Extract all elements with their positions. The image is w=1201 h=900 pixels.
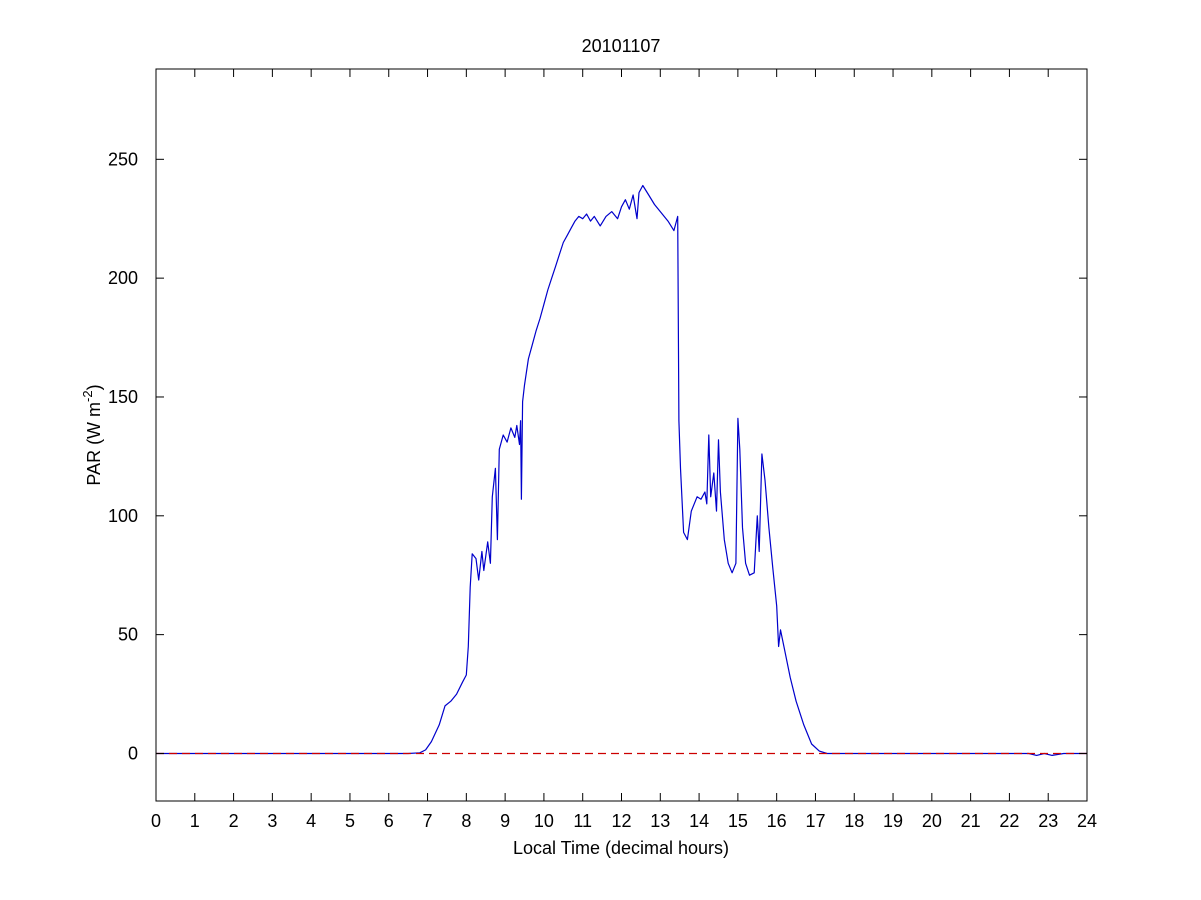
x-tick-label: 14 (689, 811, 709, 831)
ticks-layer: 0 1 2 3 4 5 6 7 8 9 10 11 12 13 14 15 16 17 18 19 20 21 22 23 24… (108, 69, 1097, 831)
x-tick-label: 2 (229, 811, 239, 831)
x-tick-label: 21 (961, 811, 981, 831)
x-tick-label: 17 (805, 811, 825, 831)
x-tick-label: 12 (611, 811, 631, 831)
x-tick-label: 9 (500, 811, 510, 831)
y-tick-label: 100 (108, 506, 138, 526)
y-axis-title-text: PAR (W m-2) (80, 384, 104, 485)
y-axis-title-close: ) (84, 384, 104, 390)
x-tick-label: 4 (306, 811, 316, 831)
x-tick-label: 19 (883, 811, 903, 831)
x-axis-title: Local Time (decimal hours) (513, 838, 729, 858)
x-tick-label: 16 (767, 811, 787, 831)
x-tick-label: 8 (461, 811, 471, 831)
x-tick-label: 23 (1038, 811, 1058, 831)
chart-title: 20101107 (582, 36, 661, 56)
x-tick-label: 20 (922, 811, 942, 831)
x-tick-label: 0 (151, 811, 161, 831)
x-tick-label: 5 (345, 811, 355, 831)
y-axis-title-superscript: -2 (80, 390, 95, 402)
x-tick-label: 3 (267, 811, 277, 831)
y-axis-title-main: PAR (W m (84, 402, 104, 486)
par-series-line (156, 184, 1087, 756)
y-tick-label: 0 (128, 743, 138, 763)
x-tick-label: 7 (423, 811, 433, 831)
y-tick-label: 250 (108, 149, 138, 169)
y-tick-label: 200 (108, 268, 138, 288)
y-axis-title: PAR (W m-2) (80, 384, 104, 485)
y-tick-label: 150 (108, 387, 138, 407)
x-tick-label: 22 (999, 811, 1019, 831)
axes-box (155, 68, 1088, 802)
x-tick-label: 6 (384, 811, 394, 831)
x-tick-label: 24 (1077, 811, 1097, 831)
x-tick-label: 15 (728, 811, 748, 831)
x-tick-label: 13 (650, 811, 670, 831)
x-tick-label: 18 (844, 811, 864, 831)
x-tick-label: 1 (190, 811, 200, 831)
y-tick-label: 50 (118, 625, 138, 645)
x-tick-label: 11 (573, 811, 592, 831)
x-tick-label: 10 (534, 811, 554, 831)
series-layer (156, 184, 1087, 756)
